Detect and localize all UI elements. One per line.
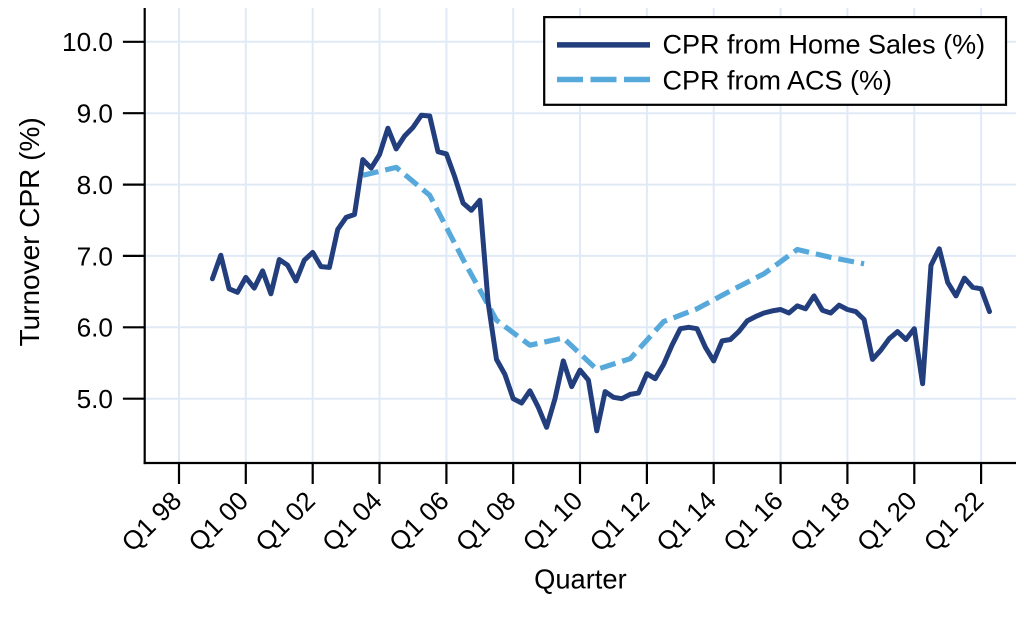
svg-text:Quarter: Quarter xyxy=(534,564,627,595)
svg-text:CPR from Home Sales (%): CPR from Home Sales (%) xyxy=(663,29,986,59)
svg-text:6.0: 6.0 xyxy=(77,313,113,343)
svg-text:8.0: 8.0 xyxy=(77,170,113,200)
svg-text:CPR from ACS (%): CPR from ACS (%) xyxy=(663,66,893,96)
svg-text:10.0: 10.0 xyxy=(62,27,113,57)
svg-text:7.0: 7.0 xyxy=(77,241,113,271)
svg-text:Turnover CPR (%): Turnover CPR (%) xyxy=(14,117,45,346)
svg-text:9.0: 9.0 xyxy=(77,99,113,129)
svg-text:5.0: 5.0 xyxy=(77,384,113,414)
